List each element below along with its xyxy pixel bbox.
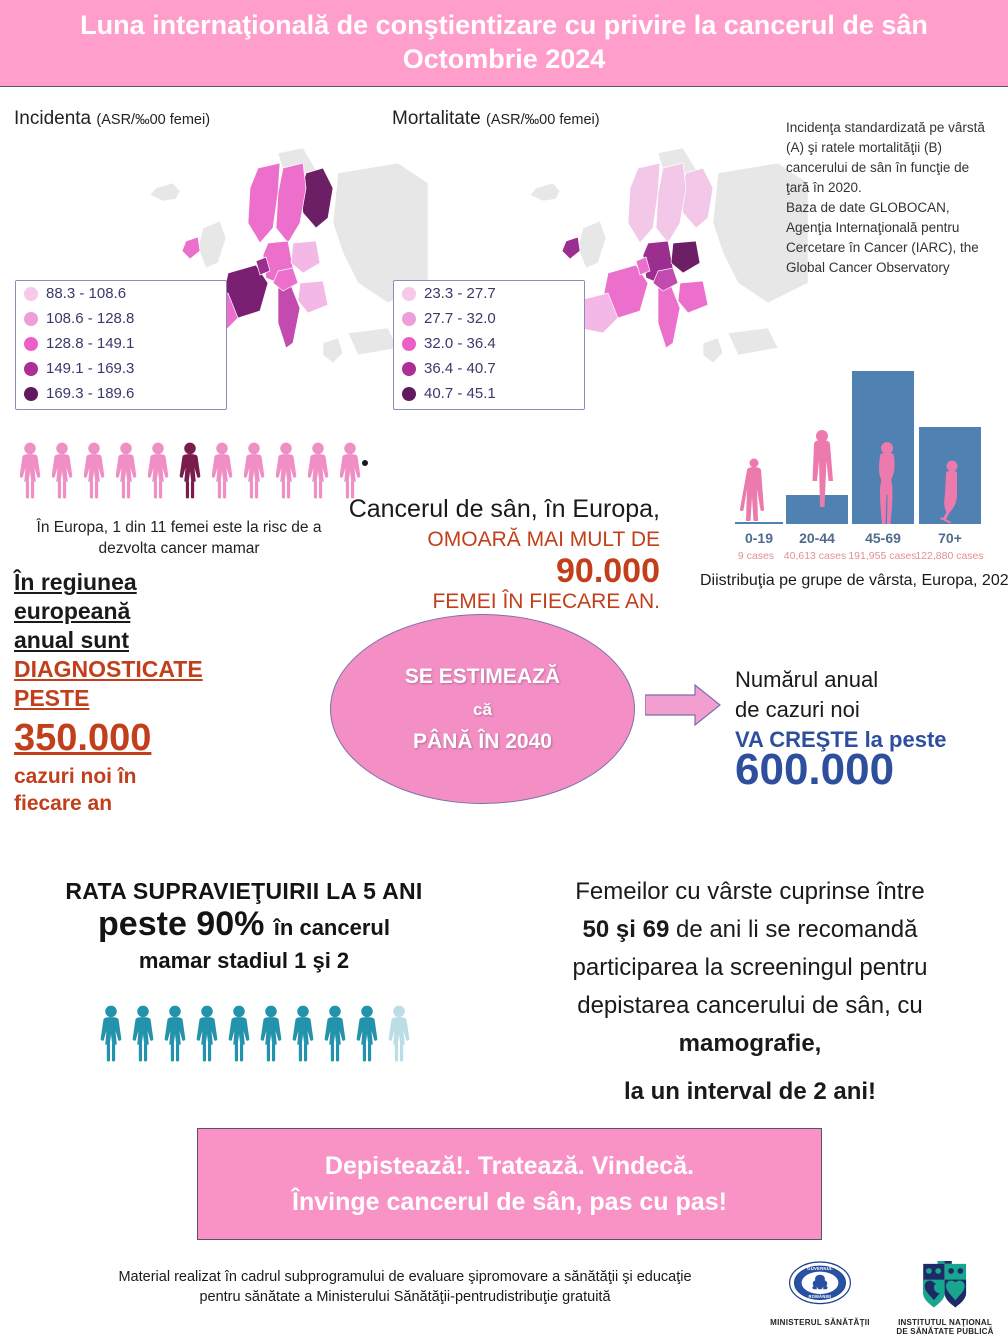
svg-text:ROMÂNIEI: ROMÂNIEI [808,1294,831,1299]
svg-text:GUVERNUL: GUVERNUL [807,1266,833,1271]
